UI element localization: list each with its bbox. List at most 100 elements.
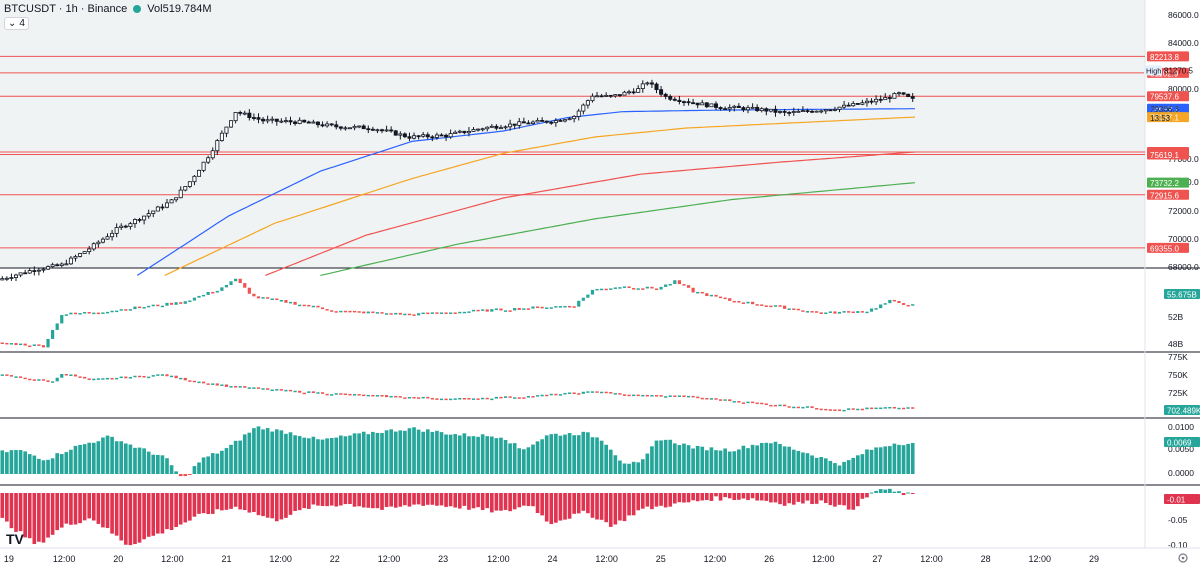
histogram-bar [229, 493, 233, 509]
indicator-candle [380, 312, 384, 314]
indicator-candle [60, 315, 64, 324]
histogram-bar [819, 457, 824, 474]
indicator-candle [73, 374, 78, 377]
indicator-candle [526, 396, 531, 398]
histogram-bar [595, 437, 599, 474]
indicator-candle [618, 393, 622, 395]
histogram-bar [357, 433, 361, 474]
histogram-bar [23, 451, 27, 474]
indicator-candle [787, 308, 791, 310]
histogram-bar [78, 493, 82, 524]
histogram-bar [371, 431, 375, 474]
candle-body [869, 100, 874, 103]
candle-body [704, 102, 709, 108]
indicator-candle [270, 389, 274, 392]
histogram-bar [279, 430, 284, 474]
histogram-bar [590, 493, 595, 518]
indicator-candle [471, 398, 476, 400]
indicator-candle [380, 395, 384, 397]
indicator-candle [343, 393, 348, 396]
indicator-candle [892, 299, 897, 302]
histogram-bar [901, 493, 906, 495]
histogram-bar [425, 429, 430, 474]
indicator-candle [160, 374, 165, 376]
indicator-candle [133, 306, 137, 310]
candle-body [96, 241, 101, 245]
time-axis-tick: 12:00 [812, 554, 835, 564]
candle-body [887, 97, 892, 99]
indicator-candle [874, 308, 878, 310]
indicator-axis-tick: 0.0000 [1168, 468, 1194, 478]
indicator-candle [316, 392, 320, 394]
indicator-candle [604, 288, 608, 291]
candle-body [842, 104, 847, 108]
indicator-candle [714, 294, 718, 297]
candle-body [164, 202, 169, 208]
indicator-candle [298, 304, 302, 307]
histogram-bar [160, 493, 165, 534]
histogram-bar [485, 493, 490, 509]
indicator-candle [842, 409, 846, 412]
histogram-bar [64, 493, 69, 524]
indicator-candle [73, 312, 78, 315]
symbol-title[interactable]: BTCUSDT · 1h · Binance [4, 3, 128, 15]
indicator-candle [723, 399, 727, 401]
candle-body [23, 272, 28, 275]
indicator-candle [654, 288, 659, 290]
candle-body [123, 225, 128, 228]
candle-body [238, 111, 243, 114]
indicator-candle [362, 311, 366, 314]
tradingview-logo: TV [6, 531, 25, 547]
histogram-bar [677, 445, 682, 474]
histogram-bar [764, 493, 769, 501]
indicator-candle [435, 312, 439, 314]
price-axis-tick: 84000.0 [1168, 38, 1199, 48]
indicator-candle [792, 406, 796, 409]
histogram-bar [489, 493, 494, 513]
indicator-candle [334, 311, 338, 313]
histogram-bar [69, 449, 73, 474]
indicator-candle [64, 374, 68, 376]
candle-body [18, 272, 23, 276]
candle-body [517, 121, 522, 126]
indicator-candle [888, 299, 892, 304]
candle-body [288, 120, 293, 123]
candle-body [800, 110, 805, 112]
indicator-candle [46, 338, 50, 348]
indicator-candle [718, 296, 723, 299]
histogram-bar [27, 454, 32, 474]
histogram-bar [714, 450, 718, 474]
price-tag-label: 82213.8 [1150, 53, 1179, 62]
histogram-bar [206, 493, 210, 515]
candle-body [192, 175, 197, 183]
collapse-indicators-button[interactable]: ⌄ 4 [4, 17, 29, 30]
histogram-bar [316, 493, 320, 506]
price-tag-bg [1147, 177, 1189, 188]
candle-body [864, 100, 869, 104]
indicator-candle [156, 304, 160, 307]
candle-body [512, 123, 517, 126]
histogram-bar [160, 455, 165, 474]
histogram-bar [87, 493, 92, 519]
candle-body [201, 161, 206, 171]
indicator-candle [23, 343, 27, 346]
countdown-timer: 13:53 [1150, 114, 1171, 123]
indicator-candle [535, 306, 540, 309]
candle-body [782, 111, 787, 113]
candle-body [631, 91, 636, 94]
candle-body [759, 108, 764, 112]
candle-body [691, 102, 696, 105]
histogram-bar [201, 493, 206, 514]
histogram-bar [412, 427, 416, 474]
candle-body [503, 126, 508, 129]
indicator-candle [664, 284, 668, 287]
price-axis-tick: 68000.0 [1168, 262, 1199, 272]
histogram-bar [636, 493, 641, 511]
histogram-bar [672, 493, 677, 504]
indicator-candle [179, 377, 183, 380]
price-axis-tick: 80000.0 [1168, 84, 1199, 94]
high-tag-bg [1144, 65, 1162, 76]
candle-body [558, 120, 563, 122]
indicator-candle [201, 381, 206, 384]
